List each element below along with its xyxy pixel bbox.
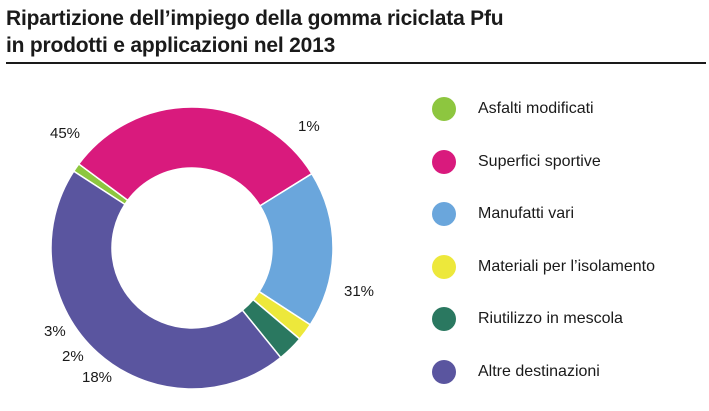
legend-label-3: Materiali per l’isolamento	[478, 257, 655, 275]
legend-item-0: Asfalti modificati	[432, 96, 655, 122]
legend-swatch-1	[432, 149, 456, 174]
chart-legend: Asfalti modificati Superfici sportive Manu…	[432, 96, 655, 411]
legend-item-5: Altre destinazioni	[432, 359, 655, 385]
chart-title-line-2: in prodotti e applicazioni nel 2013	[6, 34, 336, 57]
slice-label-1: 31%	[344, 283, 374, 300]
slice-label-2: 18%	[82, 369, 112, 386]
legend-swatch-0	[432, 97, 456, 121]
legend-item-2: Manufatti vari	[432, 201, 655, 227]
donut-slice-5	[50, 170, 282, 390]
legend-label-4: Riutilizzo in mescola	[478, 310, 623, 327]
legend-item-1: Superfici sportive	[432, 149, 655, 175]
legend-swatch-5	[432, 359, 456, 384]
donut-slice-1	[77, 106, 313, 207]
legend-item-3: Materiali per l’isolamento	[432, 254, 655, 280]
legend-label-2: Manufatti vari	[478, 205, 575, 222]
legend-swatch-3	[432, 254, 456, 279]
legend-label-5: Altre destinazioni	[478, 362, 600, 380]
legend-item-4: Riutilizzo in mescola	[432, 306, 655, 332]
chart-title-line-1: Ripartizione dell’impiego della gomma ri…	[6, 7, 504, 30]
legend-swatch-4	[432, 307, 456, 331]
legend-label-0: Asfalti modificati	[478, 100, 594, 117]
slice-label-5: 45%	[50, 125, 80, 142]
legend-swatch-2	[432, 202, 456, 226]
slice-label-3: 2%	[62, 348, 84, 365]
slice-label-4: 3%	[44, 323, 66, 340]
slice-label-0: 1%	[298, 118, 320, 135]
legend-label-1: Superfici sportive	[478, 152, 601, 170]
chart-title: Ripartizione dell’impiego della gomma ri…	[6, 5, 696, 59]
title-divider	[6, 62, 706, 64]
